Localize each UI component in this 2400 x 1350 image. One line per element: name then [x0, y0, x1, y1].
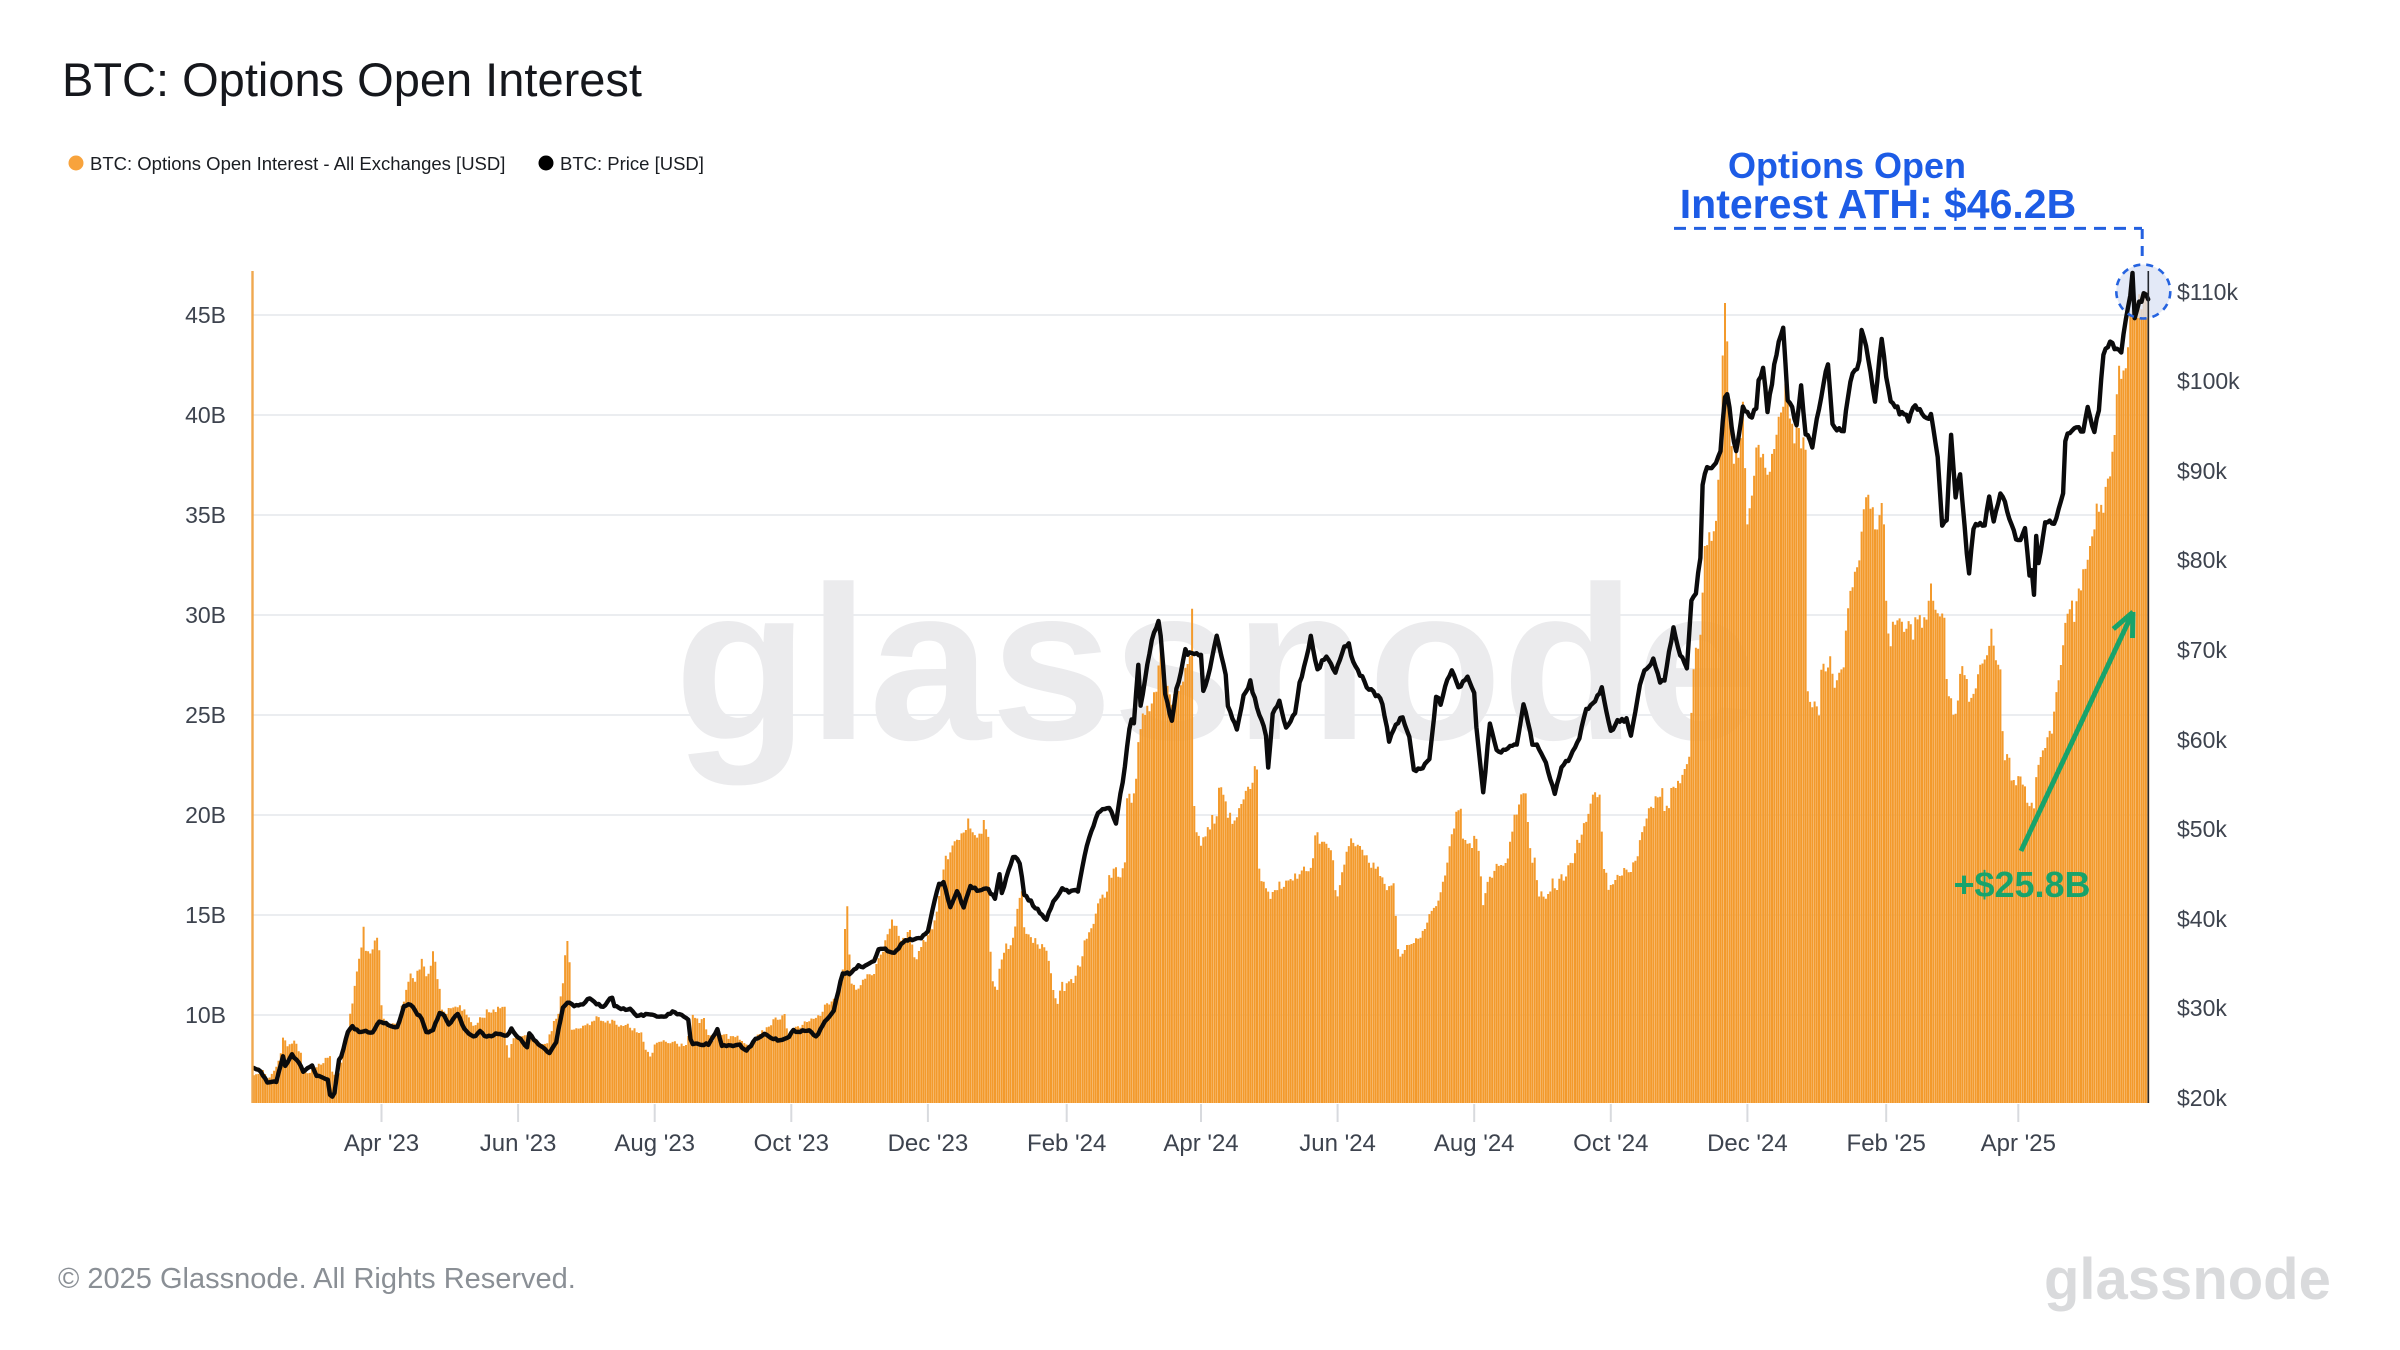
svg-text:+$25.8B: +$25.8B	[1953, 864, 2090, 905]
svg-text:45B: 45B	[185, 302, 226, 328]
svg-text:BTC: Options Open Interest - A: BTC: Options Open Interest - All Exchang…	[90, 153, 505, 174]
svg-text:Options Open: Options Open	[1728, 145, 1966, 186]
svg-text:Apr '23: Apr '23	[344, 1130, 419, 1157]
svg-text:Apr '24: Apr '24	[1163, 1130, 1238, 1157]
svg-text:Dec '23: Dec '23	[888, 1130, 969, 1157]
svg-text:$30k: $30k	[2177, 995, 2227, 1021]
svg-text:Feb '25: Feb '25	[1847, 1130, 1926, 1157]
svg-text:$110k: $110k	[2177, 279, 2238, 305]
svg-text:BTC: Price [USD]: BTC: Price [USD]	[560, 153, 704, 174]
svg-text:Aug '23: Aug '23	[614, 1130, 695, 1157]
svg-text:40B: 40B	[185, 402, 226, 428]
svg-text:$90k: $90k	[2177, 458, 2227, 484]
svg-text:glassnode: glassnode	[2044, 1247, 2331, 1312]
svg-text:10B: 10B	[185, 1002, 226, 1028]
svg-text:Oct '23: Oct '23	[754, 1130, 829, 1157]
svg-text:20B: 20B	[185, 802, 226, 828]
svg-text:glassnode: glassnode	[674, 542, 1757, 786]
svg-text:35B: 35B	[185, 502, 226, 528]
svg-text:Feb '24: Feb '24	[1027, 1130, 1106, 1157]
svg-text:Interest ATH: $46.2B: Interest ATH: $46.2B	[1680, 181, 2076, 227]
svg-text:$40k: $40k	[2177, 906, 2227, 932]
svg-text:Jun '23: Jun '23	[480, 1130, 557, 1157]
svg-text:15B: 15B	[185, 902, 226, 928]
svg-text:Dec '24: Dec '24	[1707, 1130, 1788, 1157]
svg-text:Jun '24: Jun '24	[1299, 1130, 1376, 1157]
svg-text:25B: 25B	[185, 702, 226, 728]
svg-text:$80k: $80k	[2177, 547, 2227, 573]
svg-text:$50k: $50k	[2177, 816, 2227, 842]
svg-text:Oct '24: Oct '24	[1573, 1130, 1648, 1157]
svg-text:$100k: $100k	[2177, 368, 2240, 394]
svg-text:Apr '25: Apr '25	[1981, 1130, 2056, 1157]
svg-text:$60k: $60k	[2177, 727, 2227, 753]
svg-text:BTC: Options Open Interest: BTC: Options Open Interest	[62, 53, 642, 106]
svg-text:Aug '24: Aug '24	[1434, 1130, 1515, 1157]
svg-text:$20k: $20k	[2177, 1085, 2227, 1111]
svg-text:$70k: $70k	[2177, 637, 2227, 663]
svg-text:© 2025 Glassnode. All Rights R: © 2025 Glassnode. All Rights Reserved.	[58, 1263, 576, 1295]
svg-text:30B: 30B	[185, 602, 226, 628]
